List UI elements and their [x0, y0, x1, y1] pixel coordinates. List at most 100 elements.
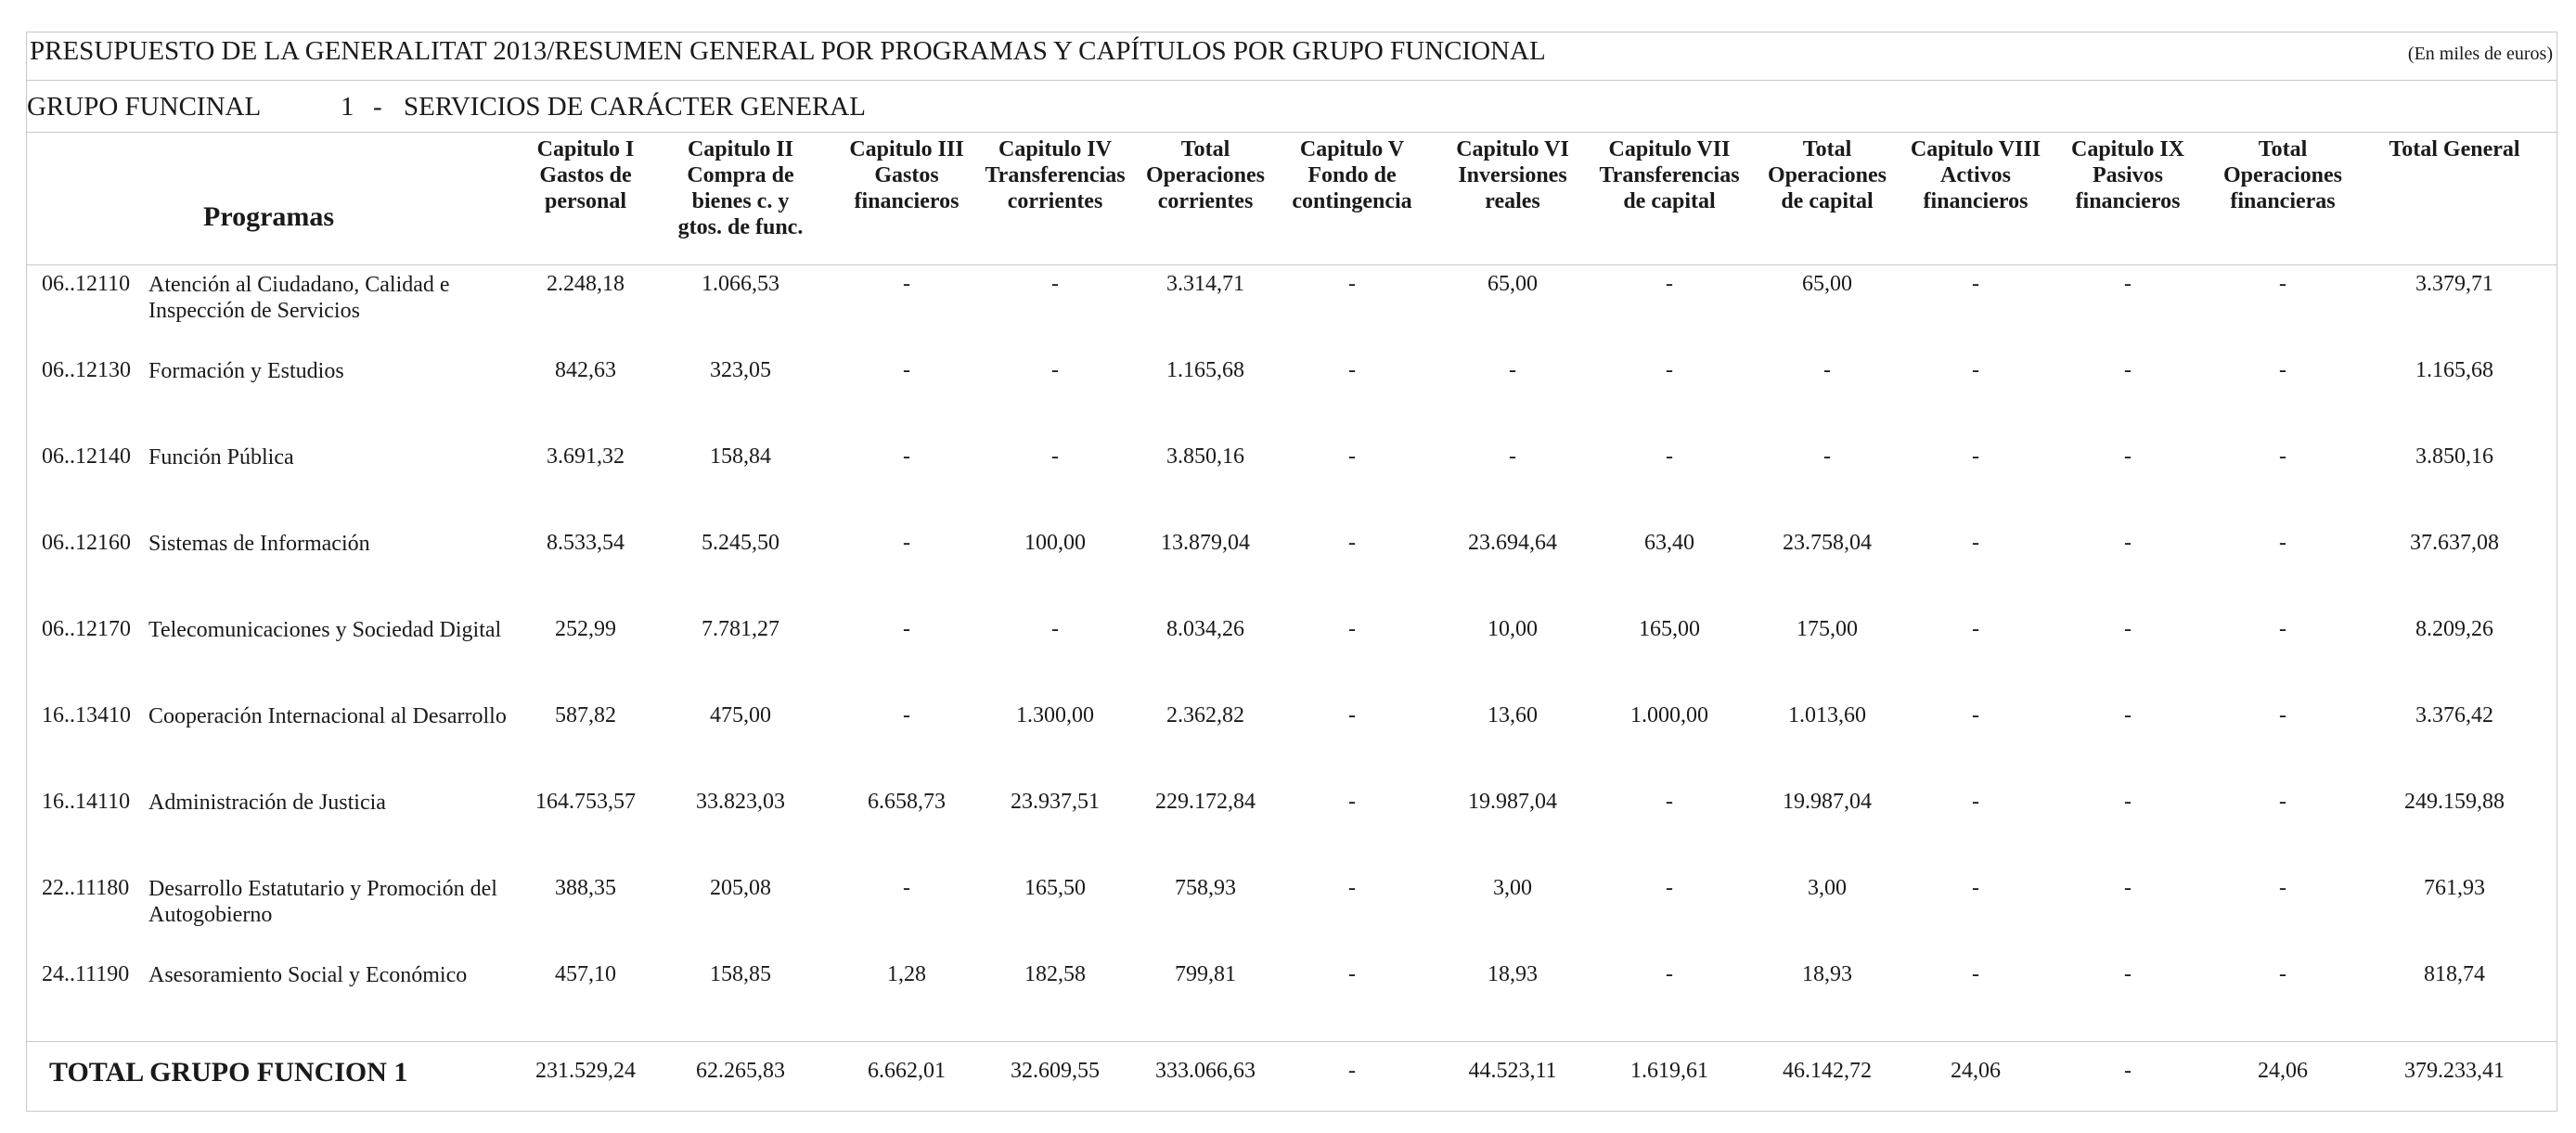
table-cell: 1.066,53: [702, 272, 779, 296]
table-cell: -: [2124, 444, 2132, 469]
table-cell: 182,58: [1024, 962, 1086, 986]
column-header: Capitulo VIII Activos financieros: [1910, 137, 2041, 213]
table-cell: -: [1666, 790, 1673, 814]
table-cell: 5.245,50: [702, 531, 779, 555]
table-cell: -: [2279, 876, 2286, 900]
table-cell: -: [903, 703, 910, 727]
table-cell: 1.165,68: [1166, 358, 1244, 382]
table-cell: 587,82: [555, 703, 616, 727]
table-cell: -: [1509, 444, 1516, 469]
table-cell: -: [1051, 358, 1059, 382]
table-row: 06..12110 Atención al Ciudadano, Calidad …: [27, 272, 2557, 323]
table-cell: 3.314,71: [1166, 272, 1244, 296]
program-name: Asesoramiento Social y Económico: [148, 963, 468, 987]
table-cell: 761,93: [2424, 876, 2485, 900]
table-cell: 457,10: [555, 962, 616, 986]
table-cell: -: [1823, 358, 1831, 382]
total-cell: 379.233,41: [2404, 1059, 2505, 1083]
table-row: 24..11190 Asesoramiento Social y Económic…: [27, 962, 2557, 987]
table-cell: 1.000,00: [1630, 703, 1708, 727]
table-cell: -: [1509, 358, 1516, 382]
column-header: Capitulo IX Pasivos financieros: [2070, 137, 2185, 213]
table-cell: -: [1051, 444, 1059, 469]
table-cell: 3.850,16: [1166, 444, 1244, 469]
table-cell: 33.823,03: [696, 790, 785, 814]
table-cell: 165,50: [1024, 876, 1086, 900]
table-cell: -: [903, 876, 910, 900]
table-cell: -: [2279, 272, 2286, 296]
total-cell: 46.142,72: [1783, 1059, 1872, 1083]
table-cell: -: [2124, 790, 2132, 814]
table-cell: 252,99: [555, 617, 616, 641]
table-cell: -: [1972, 444, 1979, 469]
table-cell: -: [1972, 617, 1979, 641]
document-title: PRESUPUESTO DE LA GENERALITAT 2013/RESUM…: [30, 36, 1546, 66]
table-cell: -: [1666, 962, 1673, 986]
table-cell: 1,28: [887, 962, 926, 986]
program-name: Formación y Estudios: [148, 359, 344, 383]
table-cell: 2.362,82: [1166, 703, 1244, 727]
program-code: 06..12140: [42, 444, 131, 469]
table-row: 06..12160 Sistemas de Información 8.533,54…: [27, 531, 2557, 556]
header-divider: [27, 264, 2557, 265]
table-cell: 65,00: [1488, 272, 1538, 296]
total-cell: 24,06: [1951, 1059, 2001, 1083]
table-cell: 1.013,60: [1788, 703, 1866, 727]
table-cell: 23.758,04: [1783, 531, 1872, 555]
table-cell: -: [2279, 962, 2286, 986]
total-cell: 231.529,24: [535, 1059, 636, 1083]
table-cell: 19.987,04: [1468, 790, 1557, 814]
table-cell: -: [2124, 272, 2132, 296]
table-cell: -: [1972, 358, 1979, 382]
table-cell: 8.209,26: [2415, 617, 2493, 641]
table-cell: -: [1348, 790, 1356, 814]
table-cell: 63,40: [1644, 531, 1694, 555]
table-cell: 758,93: [1175, 876, 1236, 900]
total-cell: 32.609,55: [1011, 1059, 1100, 1083]
table-row: 06..12170 Telecomunicaciones y Sociedad D…: [27, 617, 2557, 642]
table-cell: 229.172,84: [1155, 790, 1256, 814]
column-header: Total General: [2389, 137, 2520, 161]
table-cell: -: [1972, 962, 1979, 986]
table-cell: -: [903, 531, 910, 555]
table-cell: 165,00: [1639, 617, 1700, 641]
table-cell: 323,05: [710, 358, 771, 382]
program-code: 06..12160: [42, 531, 131, 555]
column-header: Total Operaciones de capital: [1768, 137, 1887, 213]
table-cell: -: [903, 358, 910, 382]
table-cell: -: [1666, 876, 1673, 900]
table-cell: -: [1666, 272, 1673, 296]
program-code: 16..14110: [42, 790, 131, 814]
table-cell: 475,00: [710, 703, 771, 727]
table-cell: 842,63: [555, 358, 616, 382]
table-cell: -: [2124, 876, 2132, 900]
table-cell: -: [1348, 962, 1356, 986]
group-label: GRUPO FUNCINAL: [27, 92, 262, 122]
column-header: Capitulo V Fondo de contingencia: [1292, 137, 1412, 213]
header-programas: Programas: [203, 201, 335, 232]
table-row: 16..14110 Administración de Justicia 164.7…: [27, 790, 2557, 815]
program-code: 24..11190: [42, 962, 130, 986]
program-name: Sistemas de Información: [148, 532, 370, 556]
column-header: Capitulo VI Inversiones reales: [1456, 137, 1569, 213]
table-cell: 13,60: [1488, 703, 1538, 727]
table-cell: -: [1348, 876, 1356, 900]
table-cell: -: [1348, 531, 1356, 555]
group-row: GRUPO FUNCINAL 1 - SERVICIOS DE CARÁCTER…: [27, 81, 2557, 133]
table-cell: -: [1348, 444, 1356, 469]
table-cell: 3,00: [1493, 876, 1532, 900]
table-row: 16..13410 Cooperación Internacional al De…: [27, 703, 2557, 728]
total-divider: [27, 1041, 2557, 1042]
total-cell: 44.523,11: [1468, 1059, 1557, 1083]
table-cell: 19.987,04: [1783, 790, 1872, 814]
table-cell: -: [1051, 272, 1059, 296]
total-label: TOTAL GRUPO FUNCION 1: [49, 1057, 408, 1088]
program-name: Telecomunicaciones y Sociedad Digital: [148, 618, 502, 642]
table-cell: 3.379,71: [2415, 272, 2493, 296]
table-cell: -: [1666, 444, 1673, 469]
table-cell: -: [1348, 272, 1356, 296]
program-name: Cooperación Internacional al Desarrollo: [148, 704, 507, 728]
table-cell: -: [1666, 358, 1673, 382]
table-cell: -: [2279, 790, 2286, 814]
program-code: 16..13410: [42, 703, 131, 727]
